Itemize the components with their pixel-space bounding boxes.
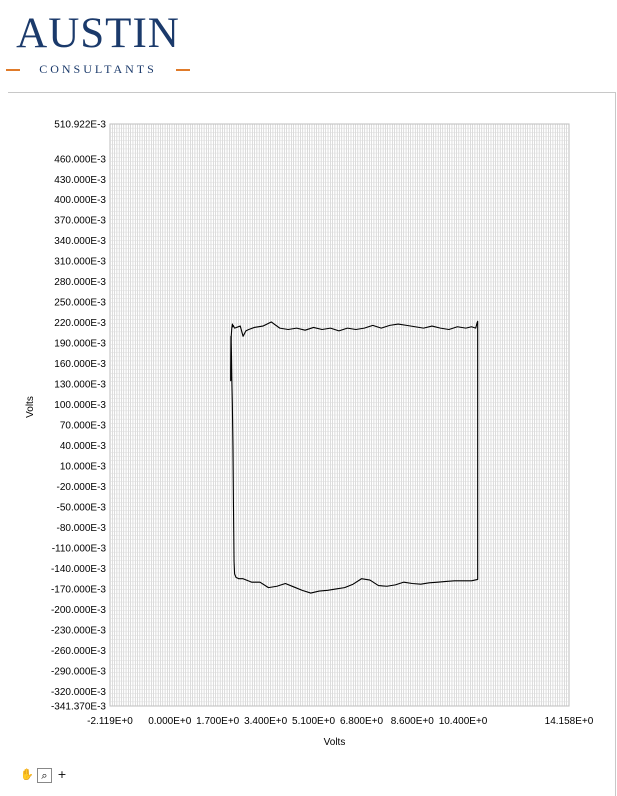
y-tick-label: 190.000E-3 [54, 339, 106, 350]
y-tick-label: 100.000E-3 [54, 400, 106, 411]
y-tick-label: 160.000E-3 [54, 359, 106, 370]
x-tick-label: -2.119E+0 [87, 716, 133, 727]
y-tick-label: -260.000E-3 [51, 646, 106, 657]
y-tick-label: 510.922E-3 [54, 120, 106, 131]
y-tick-label: 220.000E-3 [54, 318, 106, 329]
y-tick-label: 10.000E-3 [60, 462, 107, 473]
y-tick-label: 250.000E-3 [54, 298, 106, 309]
x-tick-label: 6.800E+0 [340, 716, 384, 727]
logo-wordmark: AUSTIN [16, 10, 180, 57]
x-tick-labels: -2.119E+0 0.000E+0 1.700E+0 3.400E+0 5.100E+… [87, 716, 594, 727]
y-tick-label: 130.000E-3 [54, 380, 106, 391]
y-tick-label: 70.000E-3 [60, 421, 107, 432]
y-tick-label: -230.000E-3 [51, 625, 106, 636]
x-tick-label: 3.400E+0 [244, 716, 288, 727]
x-tick-label: 8.600E+0 [391, 716, 435, 727]
y-tick-label: 280.000E-3 [54, 277, 106, 288]
crosshair-icon[interactable]: + [57, 768, 67, 781]
y-tick-label: 400.000E-3 [54, 195, 106, 206]
x-tick-label: 0.000E+0 [148, 716, 192, 727]
y-tick-label: -50.000E-3 [57, 503, 107, 514]
x-tick-label: 5.100E+0 [292, 716, 336, 727]
logo-accent-bar-right [176, 69, 190, 71]
x-tick-label: 14.158E+0 [545, 716, 594, 727]
y-tick-label: -110.000E-3 [52, 544, 107, 555]
y-tick-label: -140.000E-3 [51, 564, 106, 575]
y-tick-label: -200.000E-3 [51, 605, 106, 616]
company-logo: AUSTIN CONSULTANTS [6, 8, 196, 76]
chart-frame [8, 92, 616, 796]
chart-grid [109, 123, 570, 707]
y-tick-label: -290.000E-3 [51, 666, 106, 677]
y-axis-title: Volts [25, 396, 36, 418]
y-tick-label: 370.000E-3 [54, 216, 106, 227]
y-tick-label: -341.370E-3 [51, 702, 106, 713]
y-tick-label: 460.000E-3 [54, 154, 106, 165]
y-tick-label: -170.000E-3 [51, 584, 106, 595]
x-tick-label: 1.700E+0 [196, 716, 240, 727]
logo-accent-bar-left [6, 69, 20, 71]
chart-toolbar: ✋ ⌕ + [20, 768, 69, 784]
y-tick-label: 430.000E-3 [54, 175, 106, 186]
series-line-0 [230, 320, 479, 594]
logo-subtitle: CONSULTANTS [39, 62, 157, 76]
x-tick-label: 10.400E+0 [439, 716, 488, 727]
horizontal-grid-lines [110, 127, 569, 703]
y-tick-label: 340.000E-3 [54, 236, 106, 247]
y-tick-labels: 510.922E-3 460.000E-3 430.000E-3 400.000E-3… [51, 120, 106, 713]
y-tick-label: -20.000E-3 [57, 482, 107, 493]
x-axis-title: Volts [324, 737, 346, 748]
y-tick-label: -80.000E-3 [57, 523, 107, 534]
zoom-icon[interactable]: ⌕ [37, 768, 52, 783]
y-tick-label: 40.000E-3 [60, 441, 107, 452]
hand-pan-icon[interactable]: ✋ [20, 768, 34, 781]
y-tick-label: 310.000E-3 [54, 257, 106, 268]
logo-subline: CONSULTANTS [6, 62, 190, 76]
chart-series [230, 320, 479, 594]
y-tick-label: -320.000E-3 [51, 687, 106, 698]
